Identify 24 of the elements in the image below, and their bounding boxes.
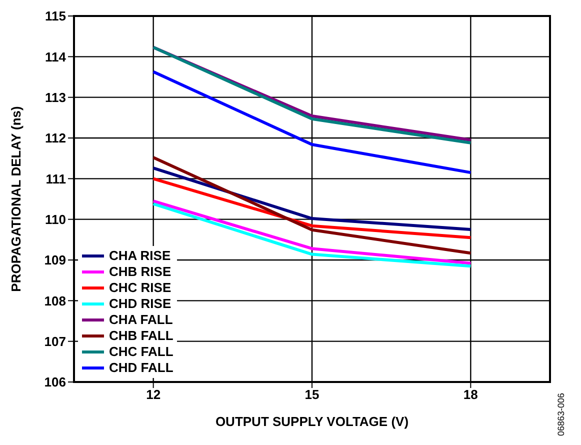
legend-label: CHD RISE — [109, 296, 172, 312]
y-tick-label: 106 — [44, 374, 66, 390]
legend-label: CHB RISE — [109, 264, 172, 280]
x-tick-label: 12 — [146, 387, 161, 402]
y-tick-label: 114 — [45, 49, 67, 64]
y-tick-label: 115 — [45, 8, 66, 24]
legend-label: CHA FALL — [109, 312, 173, 328]
legend-label: CHA RISE — [109, 248, 171, 264]
y-tick-label: 109 — [44, 252, 66, 268]
text: 06863-006 — [556, 392, 566, 436]
legend-label: CHB FALL — [109, 328, 174, 344]
x-tick-label: 18 — [463, 387, 478, 402]
y-tick-label: 108 — [44, 293, 66, 308]
y-tick-label: 113 — [45, 90, 66, 105]
y-tick-label: 107 — [44, 334, 66, 349]
y-axis-title: PROPAGATIONAL DELAY (ns) — [8, 106, 24, 292]
legend-label: CHD FALL — [109, 360, 174, 376]
y-tick-label: 110 — [45, 212, 66, 227]
x-tick-label: 15 — [304, 387, 320, 402]
y-tick-label: 112 — [45, 130, 66, 146]
legend-label: CHC FALL — [109, 344, 174, 360]
x-axis-title: OUTPUT SUPPLY VOLTAGE (V) — [215, 414, 409, 429]
y-tick-label: 111 — [46, 171, 66, 186]
legend-label: CHC RISE — [109, 280, 172, 296]
